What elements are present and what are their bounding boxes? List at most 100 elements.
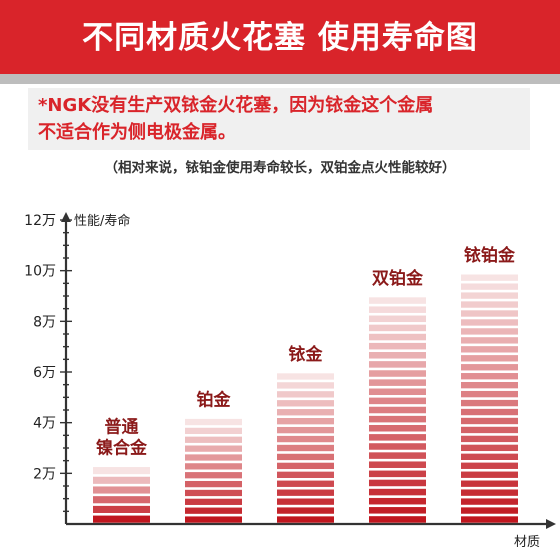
- bar-stripe: [277, 507, 334, 514]
- bar-stripe: [369, 333, 426, 341]
- bar-stripe: [185, 436, 242, 443]
- bar-stripe: [369, 488, 426, 496]
- bar-stripe: [369, 452, 426, 459]
- category-label: 普通: [105, 417, 139, 438]
- bar-stripe: [185, 516, 242, 523]
- bar-stripe: [369, 415, 426, 423]
- note-line-1: *NGK没有生产双铱金火花塞，因为铱金这个金属: [38, 95, 434, 116]
- header-strip: [0, 74, 560, 84]
- bar-stripe: [185, 507, 242, 514]
- x-axis-label: 材质: [514, 535, 540, 550]
- bar-4: [369, 297, 426, 523]
- bar-stripe: [277, 453, 334, 461]
- bar-stripe: [369, 388, 426, 396]
- bar-stripe: [277, 444, 334, 452]
- bar-stripe: [185, 427, 242, 435]
- bar-stripe: [461, 301, 518, 308]
- bar-stripe: [461, 462, 518, 469]
- bar-stripe: [369, 361, 426, 368]
- bar-stripe: [93, 467, 150, 475]
- bar-stripe: [461, 444, 518, 452]
- bar-stripe: [369, 342, 426, 350]
- bar-stripe: [277, 462, 334, 470]
- bar-stripe: [369, 306, 426, 313]
- y-tick-label: 4万: [33, 416, 56, 432]
- bar-stripe: [369, 397, 426, 405]
- bar-stripe: [461, 471, 518, 478]
- bar-stripe: [93, 505, 150, 513]
- y-tick-label: 6万: [33, 365, 56, 381]
- bar-stripe: [277, 435, 334, 443]
- bar-stripe: [461, 507, 518, 514]
- bar-5: [461, 274, 518, 523]
- bar-stripe: [277, 382, 334, 389]
- bar-stripe: [93, 476, 150, 484]
- category-label: 镍合金: [96, 438, 148, 459]
- bar-stripe: [461, 426, 518, 434]
- bar-stripe: [277, 391, 334, 398]
- bar-stripe: [461, 408, 518, 416]
- bar-stripe: [461, 310, 518, 317]
- bar-stripe: [277, 480, 334, 487]
- bar-stripe: [369, 297, 426, 304]
- bar-stripe: [461, 319, 518, 326]
- y-tick-label: 8万: [33, 314, 56, 330]
- bar-stripe: [185, 480, 242, 488]
- bar-stripe: [369, 379, 426, 386]
- bar-stripe: [185, 472, 242, 479]
- bar-stripe: [461, 373, 518, 380]
- bar-stripe: [461, 516, 518, 523]
- bar-stripe: [369, 352, 426, 359]
- bar-stripe: [461, 399, 518, 407]
- note-text: *NGK没有生产双铱金火花塞，因为铱金这个金属 不适合作为侧电极金属。: [38, 92, 538, 146]
- bar-stripe: [277, 516, 334, 523]
- bar-stripe: [185, 418, 242, 426]
- bar-stripe: [369, 470, 426, 478]
- bar-stripe: [277, 373, 334, 380]
- bar-stripe: [277, 489, 334, 496]
- bar-stripe: [461, 498, 518, 505]
- bar-stripe: [369, 497, 426, 505]
- bar-stripe: [461, 453, 518, 460]
- note-line-2: 不适合作为侧电极金属。: [38, 122, 236, 143]
- y-axis-label: 性能/寿命: [74, 213, 130, 229]
- bar-stripe: [461, 337, 518, 344]
- bar-stripe: [369, 479, 426, 487]
- bar-stripe: [461, 480, 518, 487]
- bar-2: [185, 418, 242, 523]
- bar-stripe: [277, 471, 334, 478]
- category-label: 铱铂金: [464, 245, 516, 266]
- bar-stripe: [461, 346, 518, 353]
- bar-stripe: [369, 507, 426, 514]
- y-tick-label: 2万: [33, 466, 56, 482]
- bar-stripe: [185, 454, 242, 461]
- bar-stripe: [185, 445, 242, 452]
- bar-stripe: [369, 461, 426, 468]
- bar-3: [277, 373, 334, 523]
- y-tick-label: 12万: [24, 213, 56, 229]
- bar-stripe: [93, 486, 150, 494]
- bar-stripe: [369, 315, 426, 323]
- bar-stripe: [369, 370, 426, 377]
- bar-stripe: [461, 283, 518, 290]
- x-axis-arrow: [546, 519, 556, 529]
- bar-stripe: [461, 381, 518, 389]
- bar-stripe: [185, 463, 242, 470]
- y-tick-label: 10万: [24, 264, 56, 280]
- bar-stripe: [93, 515, 150, 523]
- bar-stripe: [277, 400, 334, 407]
- bar-stripe: [461, 274, 518, 281]
- bar-stripe: [369, 443, 426, 450]
- bar-stripe: [185, 498, 242, 505]
- bar-stripe: [461, 292, 518, 299]
- category-label: 双铂金: [372, 268, 424, 289]
- bar-stripe: [277, 498, 334, 505]
- subnote-text: （相对来说，铱铂金使用寿命较长，双铂金点火性能较好）: [104, 160, 456, 176]
- bar-stripe: [369, 434, 426, 441]
- category-label: 铱金: [289, 344, 324, 365]
- bar-stripe: [277, 426, 334, 434]
- bar-stripe: [461, 364, 518, 371]
- bar-stripe: [461, 417, 518, 425]
- bar-1: [93, 467, 150, 523]
- header-banner: [0, 0, 560, 74]
